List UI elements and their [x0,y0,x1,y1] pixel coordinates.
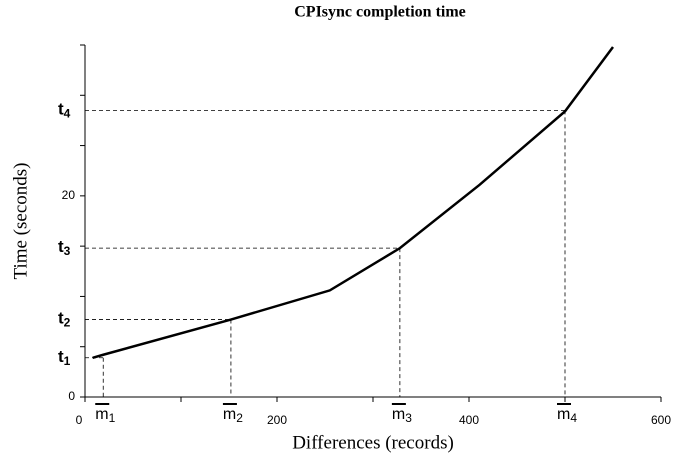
t-label: t4 [58,100,71,121]
t-label: t1 [58,347,71,368]
t-label: t2 [58,309,71,330]
y-tick-label: 20 [62,188,76,202]
x-tick-label: 0 [76,413,83,427]
x-axis-label: Differences (records) [292,432,454,453]
t-sub: 4 [64,107,71,121]
t-sub: 1 [64,354,71,368]
m-main: m [223,406,236,423]
m-label: m3 [392,406,412,425]
t-main: t [58,347,64,366]
t-main: t [58,309,64,328]
t-sub: 2 [64,316,71,330]
m-label: m1 [95,406,115,425]
t-main: t [58,100,64,119]
m-label: m2 [223,406,243,425]
m-main: m [557,406,570,423]
m-sub: 3 [405,411,412,425]
x-tick-label: 200 [267,413,287,427]
m-main: m [392,406,405,423]
x-tick-label: 400 [459,413,479,427]
x-tick-label: 600 [651,413,671,427]
y-tick-label: 0 [68,389,75,403]
line-series [92,46,615,359]
m-sub: 1 [109,411,116,425]
t-sub: 3 [64,244,71,258]
m-label: m4 [557,406,577,425]
y-axis-label: Time (seconds) [10,163,31,280]
m-sub: 2 [236,411,243,425]
m-main: m [95,406,108,423]
t-main: t [58,238,64,257]
t-label: t3 [58,238,71,259]
m-sub: 4 [570,411,577,425]
chart-title: CPIsync completion time [294,4,466,21]
